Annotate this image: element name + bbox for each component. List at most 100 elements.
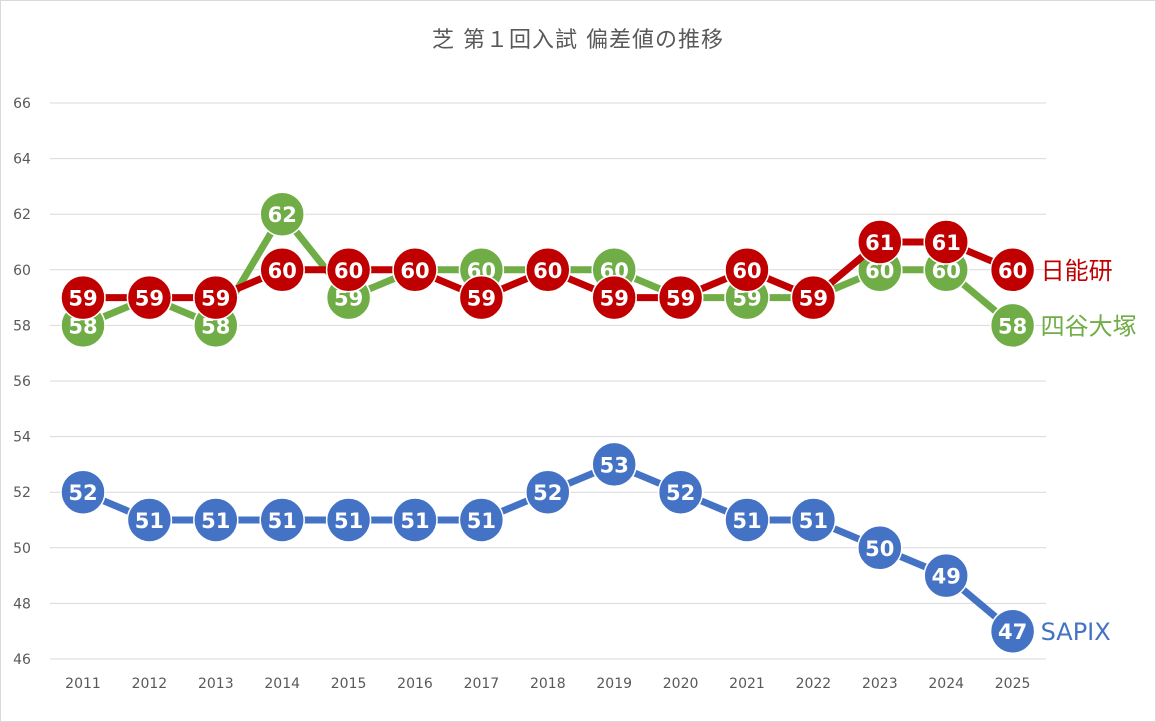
x-tick-label: 2014 (264, 676, 300, 692)
data-point (60, 469, 106, 515)
y-tick-label: 48 (13, 596, 31, 612)
data-label: 59 (600, 287, 629, 311)
x-tick-label: 2013 (198, 676, 234, 692)
data-label: 60 (533, 259, 562, 283)
data-point (193, 274, 239, 321)
data-point (857, 525, 903, 571)
data-label: 60 (732, 259, 761, 283)
x-tick-label: 2022 (796, 676, 832, 692)
series-name-label: SAPIX (1041, 618, 1111, 646)
data-point (790, 497, 837, 543)
data-point (458, 497, 505, 543)
data-label: 51 (334, 509, 363, 533)
x-tick-label: 2017 (464, 676, 500, 692)
data-point (193, 497, 239, 543)
chart-title: 芝 第１回入試 偏差値の推移 (432, 28, 724, 53)
x-tick-label: 2012 (132, 676, 168, 692)
data-label: 51 (400, 509, 429, 533)
data-label: 47 (998, 620, 1027, 644)
data-point (259, 497, 305, 543)
data-label: 61 (932, 231, 961, 255)
y-tick-label: 54 (13, 430, 31, 446)
data-point (724, 497, 770, 543)
data-label: 59 (467, 287, 496, 311)
data-point (325, 497, 372, 543)
data-point (989, 247, 1036, 293)
data-label: 52 (68, 481, 97, 505)
data-point (60, 274, 106, 321)
x-tick-label: 2024 (928, 676, 964, 692)
data-label: 49 (932, 565, 961, 589)
series-1: 59 59 59 60 60 60 59 60 59 59 60 59 61 61 60 日能研 (60, 219, 1113, 321)
y-tick-label: 60 (13, 263, 31, 279)
y-tick-label: 56 (13, 374, 31, 390)
data-point (259, 247, 305, 293)
data-label: 58 (998, 314, 1027, 338)
data-point (790, 274, 837, 321)
y-tick-label: 62 (13, 207, 31, 223)
gridlines (50, 102, 1046, 660)
y-tick-label: 64 (13, 152, 31, 168)
series-name-label: 四谷大塚 (1041, 312, 1137, 340)
data-point (724, 247, 770, 293)
data-label: 51 (467, 509, 496, 533)
data-point (525, 469, 571, 515)
x-tick-label: 2023 (862, 676, 898, 692)
data-point (657, 274, 704, 321)
data-point (591, 441, 637, 488)
data-point (325, 247, 372, 293)
data-point (989, 608, 1036, 654)
series-2: 52 51 51 51 51 51 51 52 53 52 51 51 50 49 47 SAPIX (60, 441, 1111, 654)
data-label: 51 (732, 509, 761, 533)
data-point (657, 469, 704, 515)
data-point (259, 191, 305, 237)
data-label: 52 (666, 481, 695, 505)
data-label: 60 (334, 259, 363, 283)
data-label: 53 (600, 453, 629, 477)
y-tick-label: 50 (13, 541, 31, 557)
series-name-label: 日能研 (1041, 257, 1113, 285)
data-label: 52 (533, 481, 562, 505)
x-axis-ticks: 2011 2012 2013 2014 2015 2016 2017 2018 2019 2020… (65, 676, 1030, 692)
data-label: 62 (268, 203, 297, 227)
x-tick-label: 2021 (729, 676, 765, 692)
data-label: 60 (998, 259, 1027, 283)
data-label: 59 (799, 287, 828, 311)
data-point (923, 552, 969, 599)
data-label: 60 (400, 259, 429, 283)
y-tick-label: 58 (13, 318, 31, 334)
data-point (591, 274, 637, 321)
data-label: 59 (201, 287, 230, 311)
x-tick-label: 2025 (995, 676, 1031, 692)
x-tick-label: 2019 (596, 676, 632, 692)
y-tick-label: 52 (13, 485, 31, 501)
data-point (923, 219, 969, 265)
x-tick-label: 2015 (331, 676, 367, 692)
x-tick-label: 2011 (65, 676, 101, 692)
data-point (458, 274, 505, 321)
data-point (525, 247, 571, 293)
data-label: 61 (865, 231, 894, 255)
data-label: 50 (865, 537, 894, 561)
data-label: 51 (268, 509, 297, 533)
data-point (392, 247, 438, 293)
data-point (989, 302, 1036, 349)
data-label: 51 (201, 509, 230, 533)
data-point (392, 497, 438, 543)
x-tick-label: 2016 (397, 676, 433, 692)
x-tick-label: 2020 (663, 676, 699, 692)
data-label: 59 (135, 287, 164, 311)
x-tick-label: 2018 (530, 676, 566, 692)
y-tick-label: 46 (13, 652, 31, 668)
data-label: 60 (268, 259, 297, 283)
data-point (126, 497, 173, 543)
y-axis-ticks: 46 48 50 52 54 56 58 60 62 64 66 (13, 96, 31, 668)
y-tick-label: 66 (13, 96, 31, 112)
data-label: 51 (135, 509, 164, 533)
data-label: 59 (666, 287, 695, 311)
data-point (126, 274, 173, 321)
data-label: 59 (68, 287, 97, 311)
data-label: 51 (799, 509, 828, 533)
